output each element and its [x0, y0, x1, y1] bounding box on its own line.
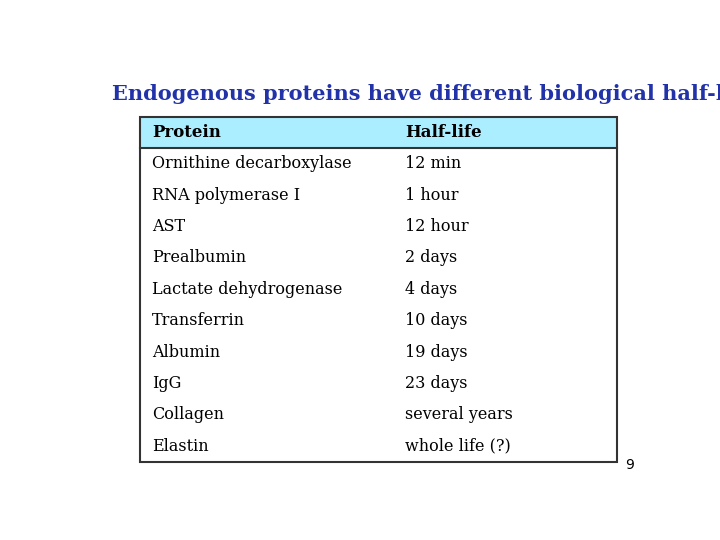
Text: 1 hour: 1 hour	[405, 187, 459, 204]
Text: 19 days: 19 days	[405, 343, 467, 361]
Text: IgG: IgG	[152, 375, 181, 392]
Text: Transferrin: Transferrin	[152, 312, 245, 329]
Text: Endogenous proteins have different biological half-lives: Endogenous proteins have different biolo…	[112, 84, 720, 104]
Text: whole life (?): whole life (?)	[405, 438, 510, 455]
Text: Elastin: Elastin	[152, 438, 209, 455]
Text: Half-life: Half-life	[405, 124, 482, 141]
Text: AST: AST	[152, 218, 185, 235]
Text: 9: 9	[625, 458, 634, 472]
Text: 4 days: 4 days	[405, 281, 457, 298]
Text: 12 hour: 12 hour	[405, 218, 469, 235]
Text: 12 min: 12 min	[405, 156, 462, 172]
Text: Ornithine decarboxylase: Ornithine decarboxylase	[152, 156, 352, 172]
Text: 10 days: 10 days	[405, 312, 467, 329]
Text: 23 days: 23 days	[405, 375, 467, 392]
Text: several years: several years	[405, 406, 513, 423]
Text: Protein: Protein	[152, 124, 221, 141]
Bar	[140, 117, 617, 148]
Text: Lactate dehydrogenase: Lactate dehydrogenase	[152, 281, 343, 298]
Text: 2 days: 2 days	[405, 249, 457, 266]
Text: Prealbumin: Prealbumin	[152, 249, 246, 266]
Text: RNA polymerase I: RNA polymerase I	[152, 187, 300, 204]
Text: Albumin: Albumin	[152, 343, 220, 361]
Text: Collagen: Collagen	[152, 406, 224, 423]
